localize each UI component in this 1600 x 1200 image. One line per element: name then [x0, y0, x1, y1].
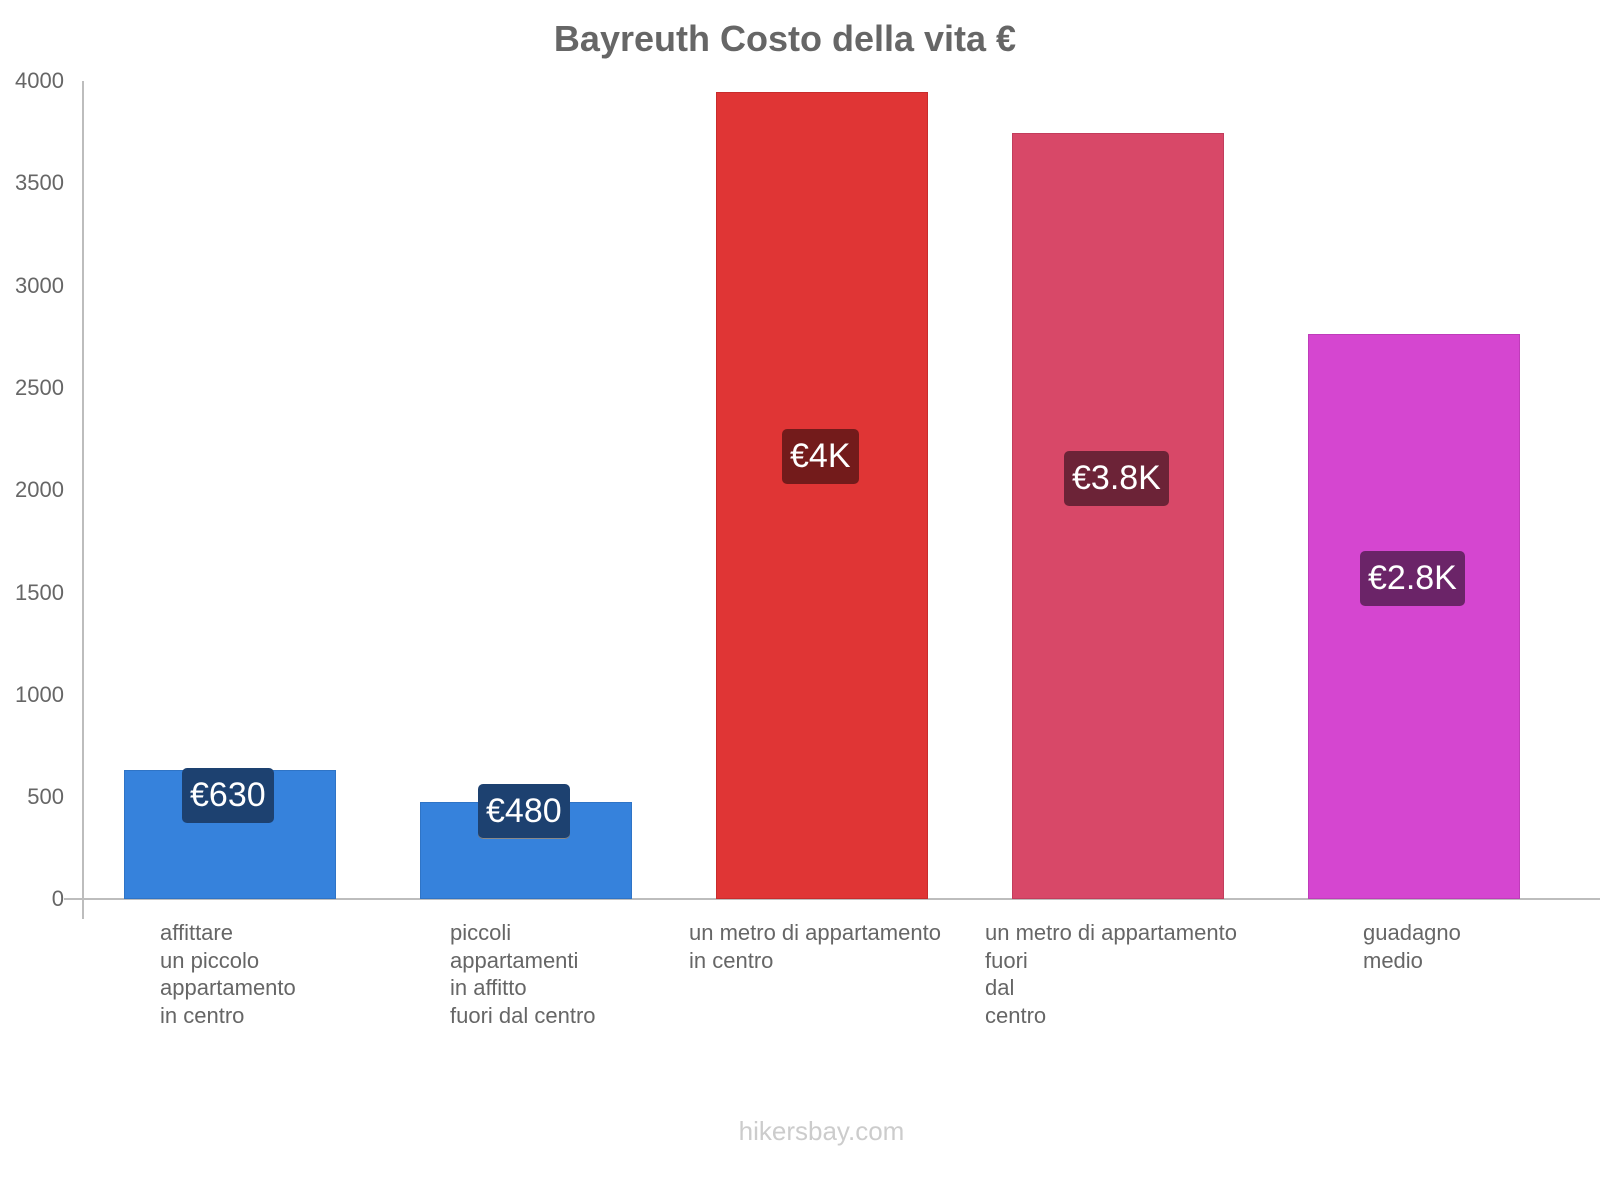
y-tick-label: 3000: [15, 273, 64, 298]
bar-average-income[interactable]: [1308, 334, 1520, 899]
y-tick-label: 2500: [15, 375, 64, 400]
x-category-label: un metro di appartamento fuori dal centr…: [985, 920, 1237, 1028]
x-category-label: guadagno medio: [1363, 920, 1461, 973]
source-watermark: hikersbay.com: [738, 1116, 905, 1146]
bar-sqm-outside[interactable]: [1012, 133, 1224, 899]
value-label: €3.8K: [1064, 451, 1169, 506]
x-category-label: affittare un piccolo appartamento in cen…: [160, 920, 296, 1028]
y-tick-label: 1000: [15, 682, 64, 707]
y-tick-label: 500: [27, 784, 64, 809]
x-axis-line: [64, 898, 1600, 900]
chart-title: Bayreuth Costo della vita €: [553, 18, 1017, 59]
value-label: €2.8K: [1360, 551, 1465, 606]
value-label: €4K: [782, 429, 859, 484]
y-tick-label: 1500: [15, 580, 64, 605]
value-label: €630: [182, 768, 274, 823]
y-tick-label: 4000: [15, 68, 64, 93]
x-category-label: piccoli appartamenti in affitto fuori da…: [450, 920, 596, 1028]
y-tick-label: 2000: [15, 477, 64, 502]
bar-sqm-center[interactable]: [716, 92, 928, 899]
y-axis-line: [82, 81, 84, 919]
y-tick-label: 0: [51, 886, 64, 911]
x-category-label: un metro di appartamento in centro: [689, 920, 941, 973]
value-label: €480: [478, 784, 570, 839]
y-tick-label: 3500: [15, 170, 64, 195]
